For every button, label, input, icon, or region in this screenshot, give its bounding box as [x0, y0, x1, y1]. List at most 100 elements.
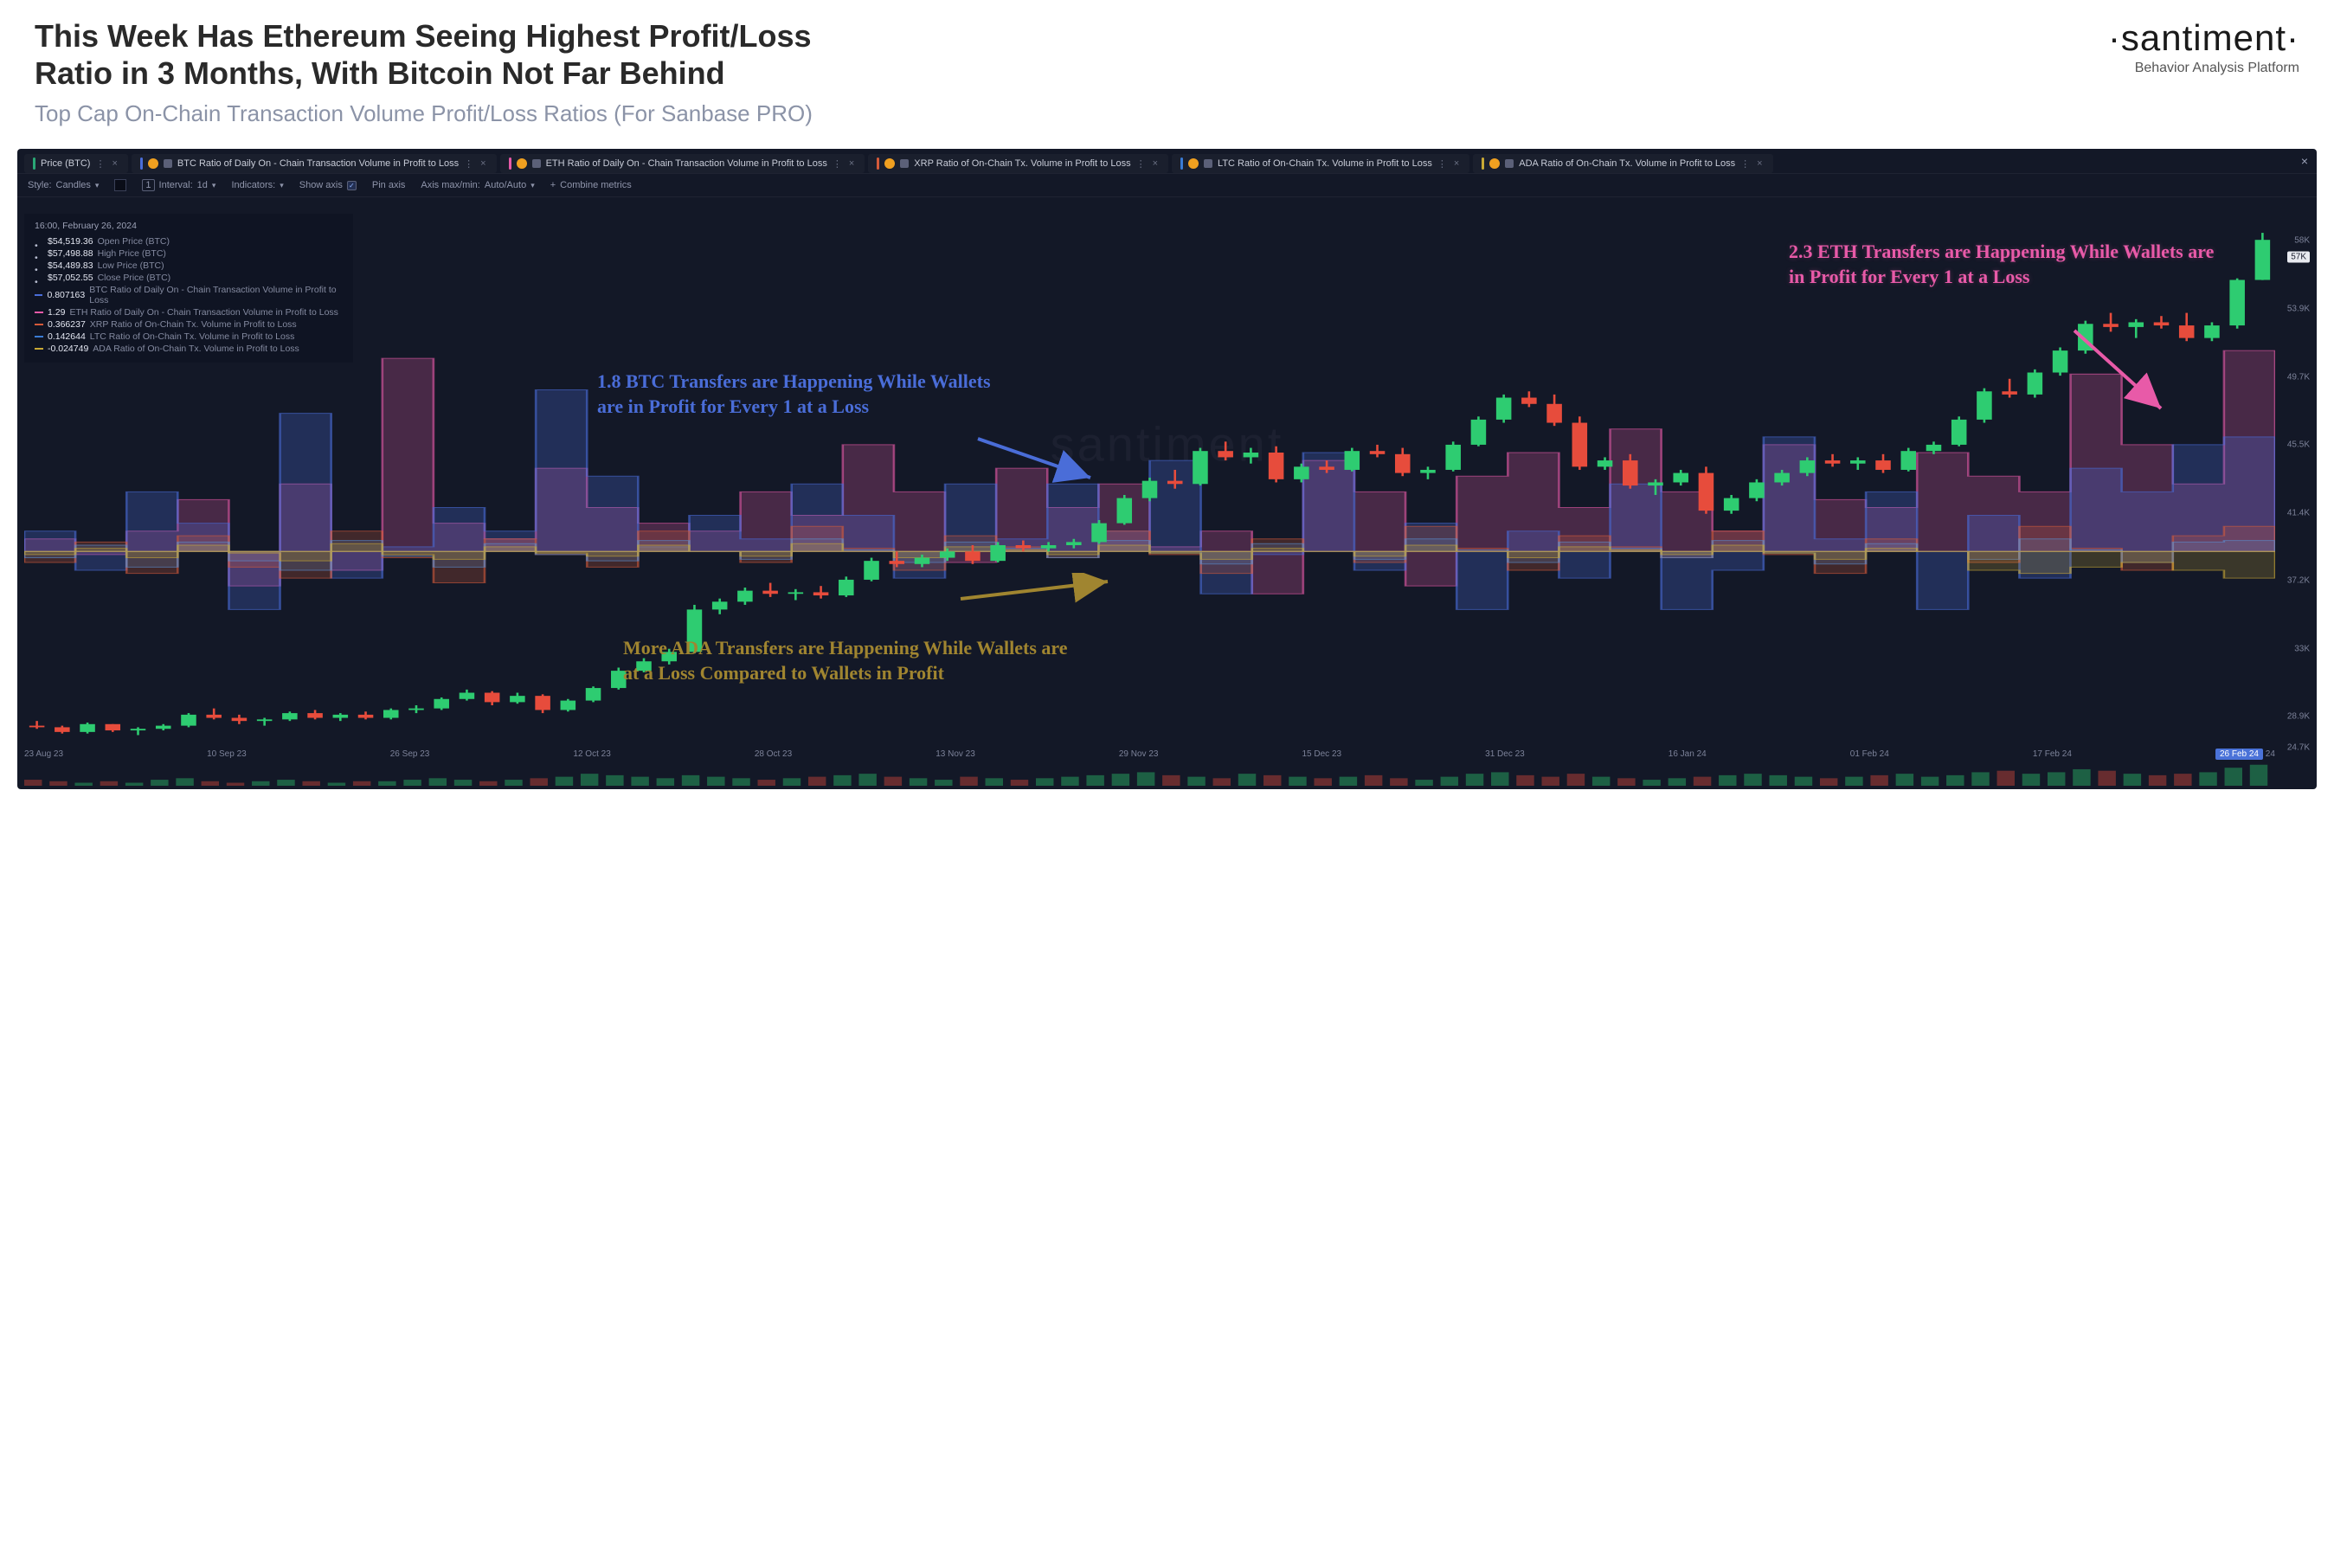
metric-tab[interactable]: BTC Ratio of Daily On - Chain Transactio…	[132, 154, 497, 173]
style-label: Style:	[28, 180, 52, 190]
metric-tabs-row: Price (BTC)⋮×BTC Ratio of Daily On - Cha…	[17, 149, 2317, 173]
lock-icon	[1505, 159, 1514, 168]
tab-close-icon[interactable]: ×	[1151, 158, 1160, 169]
candle	[460, 693, 475, 699]
info-row: •$57,498.88 High Price (BTC)	[35, 248, 343, 259]
tab-menu-icon[interactable]: ⋮	[1136, 158, 1146, 170]
series-swatch	[35, 336, 43, 337]
style-dropdown[interactable]: Style: Candles ▾	[28, 180, 99, 190]
chart-plot-area[interactable]	[24, 225, 2275, 748]
info-label: High Price (BTC)	[98, 248, 166, 259]
candle	[1167, 481, 1183, 485]
candle	[1420, 470, 1436, 473]
info-label: BTC Ratio of Daily On - Chain Transactio…	[89, 285, 343, 305]
candle	[2204, 325, 2220, 338]
candle	[864, 562, 879, 581]
tab-close-icon[interactable]: ×	[1755, 158, 1764, 169]
info-value: $54,489.83	[48, 260, 93, 271]
tab-menu-icon[interactable]: ⋮	[833, 158, 842, 170]
info-value: 0.807163	[47, 290, 85, 300]
candle	[1598, 460, 1613, 466]
x-tick-label: 31 Dec 23	[1485, 749, 1525, 762]
axis-minmax-dropdown[interactable]: Axis max/min: Auto/Auto ▾	[421, 180, 534, 190]
pro-badge-icon	[148, 158, 158, 169]
metric-color-tick	[33, 157, 35, 170]
color-swatch-button[interactable]	[114, 179, 126, 191]
indicators-dropdown[interactable]: Indicators: ▾	[231, 180, 283, 190]
x-tick-label: 01 Feb 24	[1850, 749, 1889, 762]
info-value: $57,052.55	[48, 273, 93, 283]
candle	[1977, 392, 1992, 421]
candle	[1016, 545, 1032, 549]
candle	[1749, 483, 1765, 498]
candle	[965, 552, 981, 562]
candle	[1142, 481, 1158, 498]
tab-close-icon[interactable]: ×	[110, 158, 119, 169]
y-tick-label: 24.7K	[2287, 743, 2310, 753]
candle	[1800, 460, 1816, 473]
candle	[408, 709, 424, 710]
page-subtitle: Top Cap On-Chain Transaction Volume Prof…	[35, 100, 2108, 127]
pin-axis-button[interactable]: Pin axis	[372, 180, 406, 190]
metric-tab[interactable]: Price (BTC) ⋮ ×	[24, 154, 128, 173]
candle	[106, 724, 121, 730]
tab-menu-icon[interactable]: ⋮	[1740, 158, 1750, 170]
x-axis: 23 Aug 2310 Sep 2326 Sep 2312 Oct 2328 O…	[24, 749, 2275, 762]
annotation-ada: More ADA Transfers are Happening While W…	[623, 636, 1073, 685]
x-tick-label: 16 Jan 24	[1669, 749, 1707, 762]
candle	[990, 545, 1006, 561]
y-tick-label: 57K	[2287, 251, 2310, 262]
annotation-btc: 1.8 BTC Transfers are Happening While Wa…	[597, 370, 1013, 419]
show-axis-toggle[interactable]: Show axis ✓	[299, 180, 357, 190]
tab-close-icon[interactable]: ×	[479, 158, 487, 169]
series-swatch	[35, 348, 43, 350]
y-tick-label: 41.4K	[2287, 508, 2310, 517]
candle	[1774, 473, 1790, 483]
pin-axis-label: Pin axis	[372, 180, 406, 190]
info-row: -0.024749 ADA Ratio of On-Chain Tx. Volu…	[35, 344, 343, 354]
info-value: 0.366237	[48, 319, 86, 330]
candle	[232, 718, 248, 722]
tab-label: Price (BTC)	[41, 158, 90, 169]
tab-close-icon[interactable]: ×	[1452, 158, 1461, 169]
metric-tab[interactable]: XRP Ratio of On-Chain Tx. Volume in Prof…	[868, 154, 1168, 173]
candle	[485, 693, 500, 703]
metric-color-tick	[1180, 157, 1183, 170]
candle	[1319, 467, 1334, 471]
candle	[1572, 423, 1588, 467]
interval-dropdown[interactable]: 1 Interval: 1d ▾	[142, 179, 215, 191]
y-tick-label: 49.7K	[2287, 372, 2310, 382]
plus-icon: +	[550, 180, 556, 190]
series-swatch: •	[35, 253, 43, 254]
candle	[434, 699, 449, 709]
metric-tab[interactable]: ADA Ratio of On-Chain Tx. Volume in Prof…	[1473, 154, 1772, 173]
interval-label: Interval:	[159, 180, 193, 190]
volume-footer	[24, 763, 2275, 786]
info-label: Close Price (BTC)	[98, 273, 171, 283]
candle	[712, 602, 728, 610]
candle	[737, 591, 753, 602]
info-row: 0.142644 LTC Ratio of On-Chain Tx. Volum…	[35, 331, 343, 342]
tab-menu-icon[interactable]: ⋮	[95, 158, 105, 170]
candle	[1623, 460, 1638, 485]
volume-svg	[24, 763, 2275, 786]
tab-menu-icon[interactable]: ⋮	[464, 158, 473, 170]
combine-metrics-button[interactable]: + Combine metrics	[550, 180, 632, 190]
candle	[586, 688, 601, 701]
chart-settings-bar: Style: Candles ▾ 1 Interval: 1d ▾ Indica…	[17, 173, 2317, 197]
candle	[1521, 398, 1537, 404]
series-swatch: •	[35, 265, 43, 267]
candle	[1825, 460, 1841, 464]
candle	[839, 580, 854, 595]
candle	[1724, 498, 1739, 511]
tab-close-icon[interactable]: ×	[847, 158, 856, 169]
info-value: 0.142644	[48, 331, 86, 342]
candle	[206, 715, 222, 718]
candle	[1546, 404, 1562, 423]
candle	[1951, 420, 1967, 445]
candle	[55, 728, 70, 732]
tab-menu-icon[interactable]: ⋮	[1437, 158, 1447, 170]
metric-tab[interactable]: LTC Ratio of On-Chain Tx. Volume in Prof…	[1172, 154, 1469, 173]
metric-tab[interactable]: ETH Ratio of Daily On - Chain Transactio…	[500, 154, 865, 173]
close-all-icon[interactable]: ×	[2301, 154, 2308, 168]
